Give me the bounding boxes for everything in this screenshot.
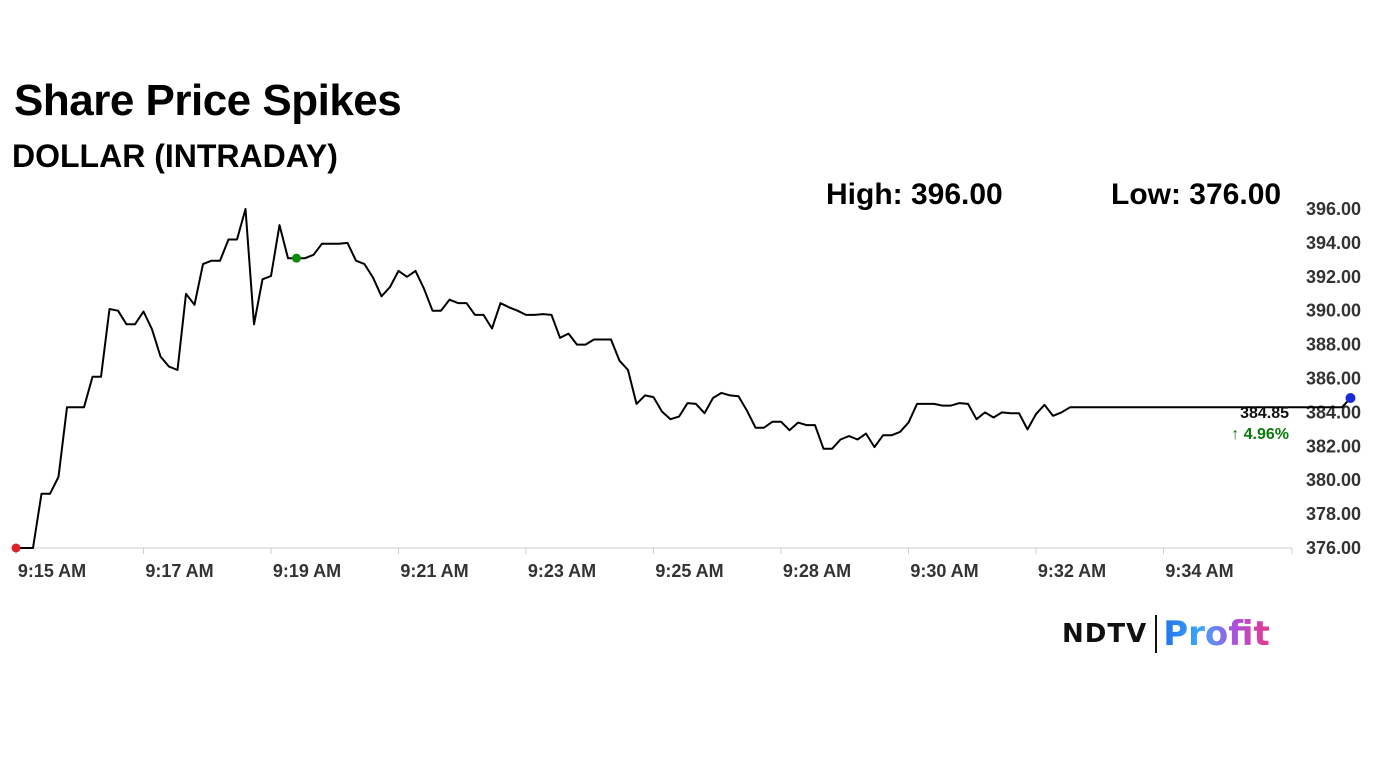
last-price-label: 384.85 — [1240, 405, 1289, 422]
y-tick-label: 388.00 — [1306, 335, 1361, 355]
y-tick-label: 390.00 — [1306, 301, 1361, 321]
x-tick-label: 9:30 AM — [910, 561, 978, 581]
price-line — [16, 208, 1352, 549]
y-tick-label: 392.00 — [1306, 267, 1361, 287]
low-label: Low: 376.00 — [1111, 178, 1282, 211]
y-tick-label: 376.00 — [1306, 538, 1361, 558]
change-percent-label: ↑ 4.96% — [1231, 426, 1289, 443]
high-label: High: 396.00 — [826, 178, 1003, 211]
x-tick-label: 9:34 AM — [1165, 561, 1233, 581]
chart-subtitle: DOLLAR (INTRADAY) — [12, 138, 338, 174]
x-tick-label: 9:25 AM — [655, 561, 723, 581]
y-tick-label: 380.00 — [1306, 470, 1361, 490]
y-tick-label: 386.00 — [1306, 369, 1361, 389]
brand-divider — [1155, 615, 1158, 653]
ndtv-profit-logo: NDTV Profit — [1062, 612, 1270, 656]
y-tick-label: 382.00 — [1306, 436, 1361, 456]
x-tick-label: 9:28 AM — [783, 561, 851, 581]
x-tick-label: 9:17 AM — [145, 561, 213, 581]
x-tick-label: 9:15 AM — [18, 561, 86, 581]
last-price-marker — [1345, 392, 1356, 403]
x-tick-label: 9:21 AM — [400, 561, 468, 581]
y-tick-label: 378.00 — [1306, 504, 1361, 524]
y-tick-label: 394.00 — [1306, 233, 1361, 253]
low-marker — [11, 543, 21, 553]
brand-profit: Profit — [1163, 614, 1270, 654]
x-tick-label: 9:23 AM — [528, 561, 596, 581]
x-tick-label: 9:19 AM — [273, 561, 341, 581]
y-tick-label: 396.00 — [1306, 199, 1361, 219]
brand-ndtv: NDTV — [1062, 619, 1148, 649]
y-tick-label: 384.00 — [1306, 402, 1361, 422]
x-tick-label: 9:32 AM — [1038, 561, 1106, 581]
high-marker — [292, 253, 301, 263]
chart-title: Share Price Spikes — [14, 76, 402, 125]
